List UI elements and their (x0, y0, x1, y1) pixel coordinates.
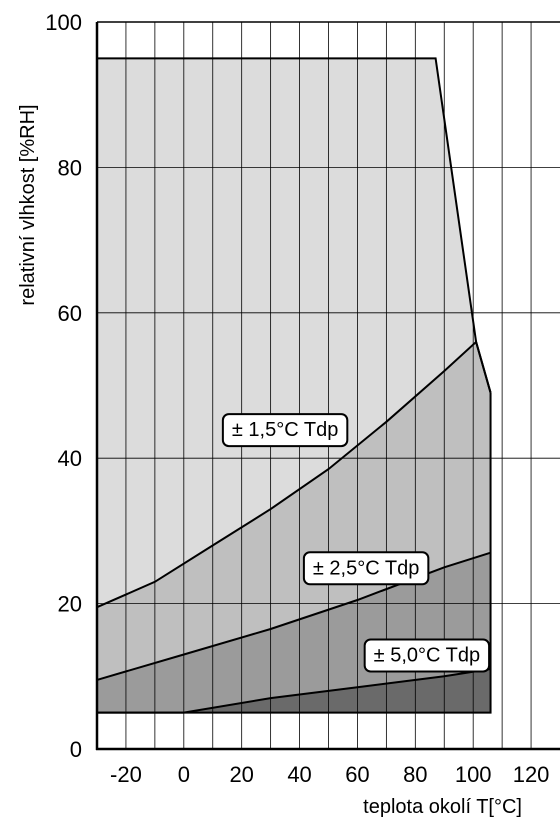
y-tick-label: 100 (45, 10, 82, 35)
x-tick-label: 20 (229, 762, 253, 787)
region-label: ± 1,5°C Tdp (221, 413, 349, 448)
accuracy-regions (97, 58, 491, 713)
y-axis-title: relativní vlhkost [%RH] (17, 104, 39, 305)
region-label-box (221, 413, 349, 448)
x-tick-label: 40 (287, 762, 311, 787)
chart-grid (97, 22, 560, 749)
region-label-text: ± 2,5°C Tdp (313, 557, 419, 579)
accuracy-region-4 (97, 669, 491, 713)
x-tick-label: 60 (345, 762, 369, 787)
x-tick-label: 0 (178, 762, 190, 787)
x-tick-label: 100 (455, 762, 492, 787)
y-tick-label: 20 (58, 592, 82, 617)
region-outlines (96, 57, 492, 714)
x-tick-label: 120 (513, 762, 550, 787)
y-tick-labels: 0 20 40 60 80 100 (45, 10, 82, 762)
y-tick-label: 80 (58, 155, 82, 180)
region-label-box (363, 638, 491, 673)
region-boundary-2 (96, 340, 492, 609)
chart-axes (95, 21, 560, 751)
x-axis-title: teplota okolí T[°C] (363, 796, 522, 818)
x-tick-label: -20 (110, 762, 142, 787)
region-label-text: ± 1,5°C Tdp (232, 419, 338, 441)
y-tick-label: 60 (58, 301, 82, 326)
x-tick-labels: -20 0 20 40 60 80 100 120 (110, 762, 549, 787)
region-label-text: ± 5,0°C Tdp (374, 644, 480, 666)
y-tick-label: 40 (58, 446, 82, 471)
x-tick-label: 80 (403, 762, 427, 787)
region-label-box (302, 551, 430, 586)
region-labels: ± 1,5°C Tdp ± 2,5°C Tdp ± 5,0°C Tdp (221, 413, 491, 673)
accuracy-region-3 (97, 552, 491, 713)
region-boundary-3 (96, 551, 491, 681)
y-tick-label: 0 (70, 737, 82, 762)
region-label: ± 5,0°C Tdp (363, 638, 491, 673)
region-frame (97, 392, 492, 714)
region-label: ± 2,5°C Tdp (302, 551, 430, 586)
